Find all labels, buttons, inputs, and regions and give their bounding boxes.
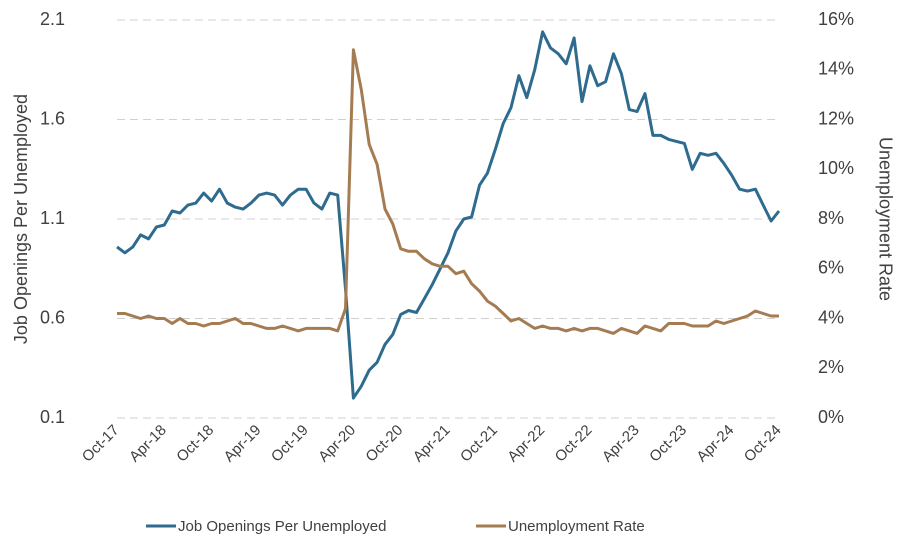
x-tick-label: Oct-18 <box>173 422 217 466</box>
y-axis-title: Job Openings Per Unemployed <box>11 94 31 344</box>
y2-tick-label: 2% <box>818 357 844 377</box>
y2-tick-label: 10% <box>818 158 854 178</box>
legend-label: Job Openings Per Unemployed <box>178 518 386 535</box>
x-tick-label: Apr-18 <box>126 422 170 466</box>
x-tick-label: Oct-24 <box>741 422 785 466</box>
legend-label: Unemployment Rate <box>508 518 645 535</box>
x-tick-label: Oct-20 <box>362 422 406 466</box>
y2-tick-label: 6% <box>818 258 844 278</box>
y-tick-label: 0.6 <box>40 307 65 327</box>
y-tick-label: 1.1 <box>40 208 65 228</box>
x-tick-label: Apr-19 <box>221 422 265 466</box>
x-tick-label: Oct-17 <box>79 422 123 466</box>
x-tick-label: Apr-20 <box>315 422 359 466</box>
x-tick-label: Oct-21 <box>457 422 501 466</box>
y-tick-label: 2.1 <box>40 9 65 29</box>
y-tick-label: 0.1 <box>40 407 65 427</box>
x-tick-label: Apr-21 <box>410 422 454 466</box>
y2-tick-label: 14% <box>818 59 854 79</box>
y2-tick-label: 16% <box>818 9 854 29</box>
y2-axis-title: Unemployment Rate <box>875 137 895 301</box>
x-tick-label: Apr-23 <box>599 422 643 466</box>
x-tick-label: Oct-19 <box>268 422 312 466</box>
y-tick-label: 1.6 <box>40 108 65 128</box>
y2-tick-label: 0% <box>818 407 844 427</box>
x-tick-label: Apr-22 <box>504 422 548 466</box>
series-line <box>116 30 781 400</box>
series-line <box>117 48 779 335</box>
y2-tick-label: 4% <box>818 307 844 327</box>
y2-tick-label: 8% <box>818 208 844 228</box>
x-tick-label: Oct-23 <box>646 422 690 466</box>
x-tick-label: Oct-22 <box>552 422 596 466</box>
x-tick-label: Apr-24 <box>693 422 737 466</box>
y2-tick-label: 12% <box>818 108 854 128</box>
